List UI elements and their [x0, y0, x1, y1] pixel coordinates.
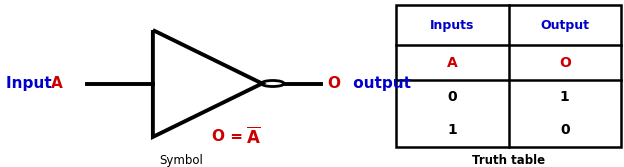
Text: 0: 0 [447, 90, 457, 104]
Text: Symbol: Symbol [159, 154, 203, 167]
Text: $\mathbf{\overline{A}}$: $\mathbf{\overline{A}}$ [246, 126, 261, 147]
Text: O =: O = [212, 129, 248, 144]
Text: output: output [348, 76, 411, 91]
Text: 1: 1 [560, 90, 570, 104]
Text: O: O [328, 76, 341, 91]
Text: A: A [447, 56, 458, 70]
Text: Truth table: Truth table [472, 154, 545, 167]
Text: 0: 0 [560, 123, 570, 137]
Text: Input: Input [6, 76, 57, 91]
Text: 1: 1 [447, 123, 457, 137]
Text: A: A [51, 76, 63, 91]
Text: O: O [558, 56, 571, 70]
Text: Inputs: Inputs [430, 19, 475, 32]
Text: Output: Output [540, 19, 589, 32]
FancyBboxPatch shape [396, 5, 621, 147]
